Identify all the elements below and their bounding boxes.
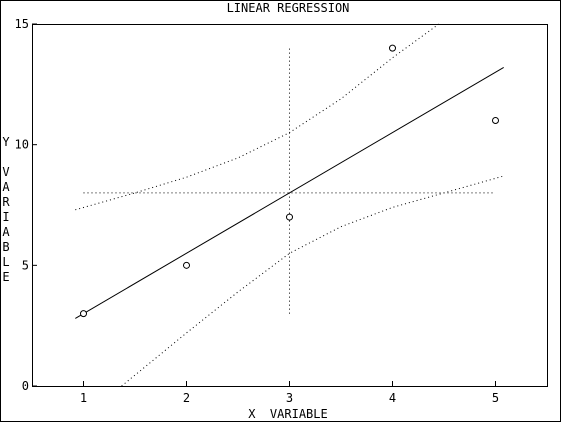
y-tick-label: 0: [22, 379, 29, 393]
x-tick-label: 3: [286, 391, 293, 405]
y-axis-label-letter: Y: [2, 135, 10, 149]
y-axis-label-letter: V: [2, 165, 9, 179]
y-tick-label: 10: [15, 138, 29, 152]
x-axis-ticks: 1 2 3 4 5: [80, 381, 499, 405]
x-axis-label: X VARIABLE: [248, 407, 327, 421]
lower-confidence-band: [121, 175, 504, 387]
x-tick-label: 5: [492, 391, 499, 405]
chart-title: LINEAR REGRESSION: [227, 1, 350, 15]
y-axis-label-letter: R: [2, 195, 10, 209]
x-tick-label: 4: [389, 391, 396, 405]
data-point: [183, 261, 190, 269]
x-tick-label: 2: [183, 391, 190, 405]
y-axis-ticks: 0 5 10 15: [15, 17, 37, 393]
y-axis-label-letter: A: [2, 225, 10, 239]
plot-area-frame: [32, 24, 548, 387]
data-point: [389, 44, 396, 52]
data-points: [80, 44, 499, 318]
y-tick-label: 5: [22, 258, 29, 272]
x-tick-label: 1: [80, 391, 87, 405]
data-point: [80, 310, 87, 318]
y-axis-label-letter: B: [2, 240, 9, 254]
regression-lines: [75, 23, 504, 387]
y-axis-label-letter: E: [2, 270, 9, 284]
y-axis-label-letter: I: [2, 210, 9, 224]
data-point: [492, 117, 499, 125]
data-point: [286, 213, 293, 221]
upper-confidence-band: [75, 23, 440, 211]
y-tick-label: 15: [15, 17, 29, 31]
y-axis-label-letter: L: [2, 255, 9, 269]
y-axis-label-letter: A: [2, 180, 10, 194]
